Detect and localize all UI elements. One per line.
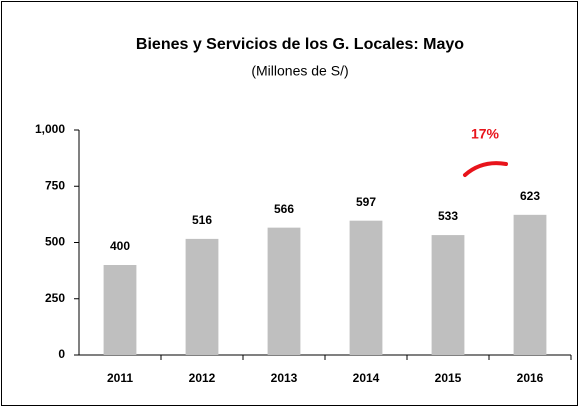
bar [103, 265, 137, 355]
data-label: 533 [438, 209, 458, 223]
data-label: 516 [192, 213, 212, 227]
bar [267, 227, 301, 355]
y-tick-label: 750 [45, 178, 65, 192]
bar [513, 214, 547, 355]
bar [431, 235, 465, 355]
y-tick-label: 1,000 [35, 122, 65, 136]
data-label: 623 [520, 189, 540, 203]
data-label: 400 [110, 239, 130, 253]
bar [185, 238, 219, 355]
y-tick-label: 250 [45, 291, 65, 305]
x-tick-label: 2016 [517, 371, 544, 385]
y-tick-label: 500 [45, 235, 65, 249]
chart-title: Bienes y Servicios de los G. Locales: Ma… [136, 36, 464, 53]
x-tick-label: 2011 [107, 371, 133, 385]
chart-subtitle: (Millones de S/) [251, 63, 348, 79]
x-tick-label: 2014 [353, 371, 380, 385]
data-label: 597 [356, 195, 376, 209]
annotation: 17% [471, 126, 500, 142]
data-label: 566 [274, 202, 294, 216]
bar [349, 220, 383, 355]
y-tick-label: 0 [58, 347, 65, 361]
x-tick-label: 2012 [189, 371, 216, 385]
annotation-arc [463, 161, 508, 177]
x-tick-label: 2013 [271, 371, 298, 385]
x-tick-label: 2015 [435, 371, 462, 385]
